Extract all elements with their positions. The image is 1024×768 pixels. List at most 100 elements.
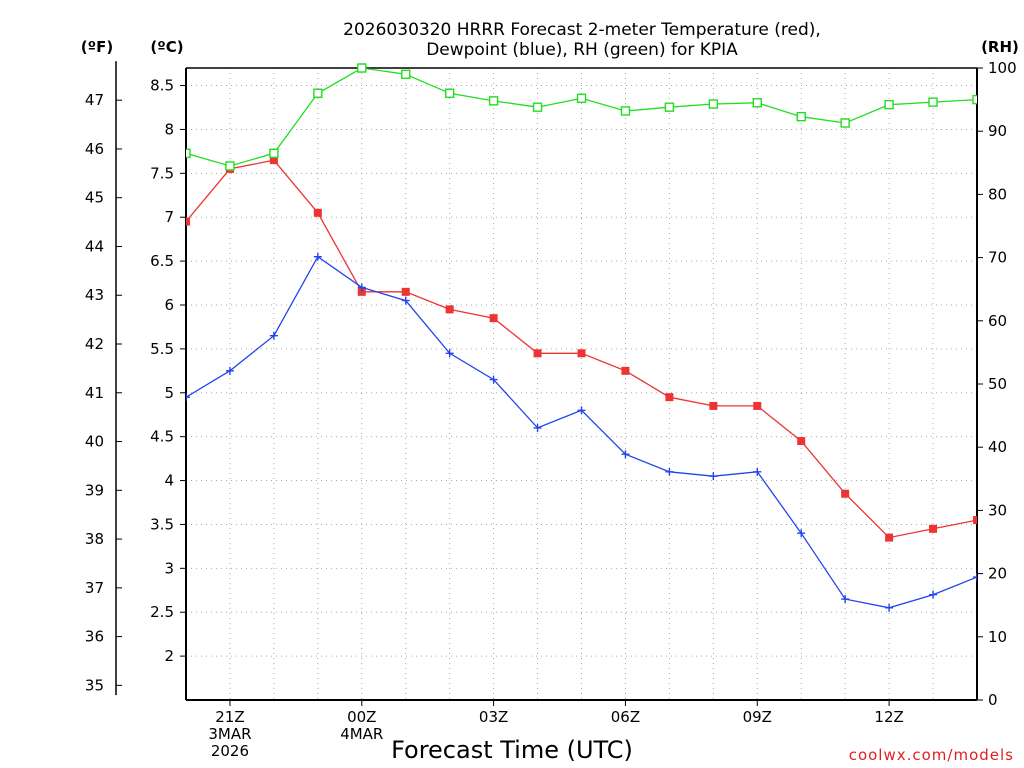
temperature-point (929, 524, 938, 533)
temperature-point (445, 305, 454, 314)
celsius-tick-label: 5 (164, 384, 174, 402)
temperature-point (709, 401, 718, 410)
series-rh (186, 63, 977, 171)
x-tick-label: 3MAR (208, 725, 251, 743)
dewpoint-point (973, 573, 977, 582)
rh-point (796, 111, 806, 122)
celsius-tick-label: 4.5 (150, 428, 174, 446)
x-tick-label: 4MAR (340, 725, 383, 743)
fahrenheit-tick-label: 45 (85, 189, 104, 207)
celsius-tick-label: 5.5 (150, 340, 174, 358)
chart-title-line2: Dewpoint (blue), RH (green) for KPIA (426, 40, 738, 60)
dewpoint-point (186, 393, 190, 402)
fahrenheit-tick-label: 44 (85, 237, 104, 255)
celsius-tick-label: 2 (164, 647, 174, 665)
dewpoint-point (885, 603, 894, 612)
fahrenheit-tick-label: 47 (85, 91, 104, 109)
dewpoint-point (313, 252, 322, 261)
x-tick-label: 06Z (611, 708, 640, 726)
fahrenheit-tick-label: 38 (85, 530, 104, 548)
rh-unit-label: (RH) (981, 38, 1019, 56)
dewpoint-point (445, 349, 454, 358)
rh-tick-label: 80 (988, 185, 1007, 203)
temperature-point (753, 401, 762, 410)
celsius-tick-label: 8.5 (150, 77, 174, 95)
temperature-point (313, 208, 322, 217)
x-tick-label: 09Z (743, 708, 772, 726)
dewpoint-point (577, 406, 586, 415)
dewpoint-point (489, 375, 498, 384)
rh-point (708, 99, 719, 109)
x-tick-label: 2026 (211, 742, 249, 760)
chart-title-line1: 2026030320 HRRR Forecast 2-meter Tempera… (343, 20, 821, 40)
rh-tick-label: 30 (988, 501, 1007, 519)
temperature-point (885, 533, 894, 542)
dewpoint-point (709, 472, 718, 481)
dewpoint-point (621, 450, 630, 459)
rh-point (269, 148, 279, 159)
rh-point (972, 94, 977, 105)
fahrenheit-tick-label: 37 (85, 579, 104, 597)
x-tick-label: 00Z (347, 708, 376, 726)
rh-line (186, 67, 977, 167)
rh-point (576, 93, 587, 104)
dewpoint-point (797, 529, 806, 538)
temperature-point (489, 314, 498, 323)
rh-point (620, 106, 631, 116)
dewpoint-point (753, 467, 762, 476)
celsius-tick-label: 4 (164, 472, 174, 490)
x-tick-label: 21Z (215, 708, 244, 726)
rh-point (357, 63, 367, 73)
dewpoint-point (665, 467, 674, 476)
temperature-point (797, 437, 806, 446)
fahrenheit-tick-label: 42 (85, 335, 104, 353)
rh-tick-label: 60 (988, 312, 1007, 330)
rh-point (664, 102, 675, 112)
rh-tick-label: 100 (988, 59, 1017, 77)
temperature-point (269, 156, 278, 165)
dewpoint-point (269, 331, 278, 340)
celsius-tick-label: 3 (164, 559, 174, 577)
temperature-point (973, 516, 977, 525)
fahrenheit-tick-label: 39 (85, 481, 104, 499)
celsius-tick-label: 7.5 (150, 164, 174, 182)
temperature-point (665, 393, 674, 402)
dewpoint-point (401, 296, 410, 305)
fahrenheit-tick-label: 43 (85, 286, 104, 304)
rh-tick-label: 10 (988, 628, 1007, 646)
temperature-point (533, 349, 542, 358)
rh-tick-label: 90 (988, 122, 1007, 140)
rh-point (225, 161, 235, 171)
x-tick-label: 03Z (479, 708, 508, 726)
rh-point (884, 99, 894, 110)
temperature-point (186, 217, 190, 226)
rh-tick-label: 70 (988, 249, 1007, 267)
fahrenheit-tick-label: 46 (85, 140, 104, 158)
dewpoint-point (225, 366, 234, 375)
temperature-point (841, 489, 850, 498)
fahrenheit-tick-label: 41 (85, 384, 104, 402)
rh-tick-label: 20 (988, 565, 1007, 583)
fahrenheit-tick-label: 35 (85, 676, 104, 694)
temperature-point (357, 287, 366, 296)
rh-point (186, 148, 191, 159)
dewpoint-line (186, 255, 977, 609)
rh-point (928, 97, 938, 107)
dewpoint-point (533, 423, 542, 432)
credit-text: coolwx.com/models (849, 746, 1014, 764)
rh-tick-label: 50 (988, 375, 1007, 393)
rh-tick-label: 40 (988, 438, 1007, 456)
fahrenheit-tick-label: 40 (85, 433, 104, 451)
rh-point (840, 118, 850, 128)
rh-point (752, 98, 762, 108)
temperature-point (401, 287, 410, 296)
rh-tick-label: 0 (988, 691, 998, 709)
dewpoint-point (841, 595, 850, 604)
rh-point (313, 88, 323, 98)
fahrenheit-unit-label: (ºF) (81, 38, 113, 56)
temperature-point (621, 366, 630, 375)
series-dewpoint (186, 252, 977, 612)
series-temperature (186, 156, 977, 542)
celsius-tick-label: 7 (164, 208, 174, 226)
